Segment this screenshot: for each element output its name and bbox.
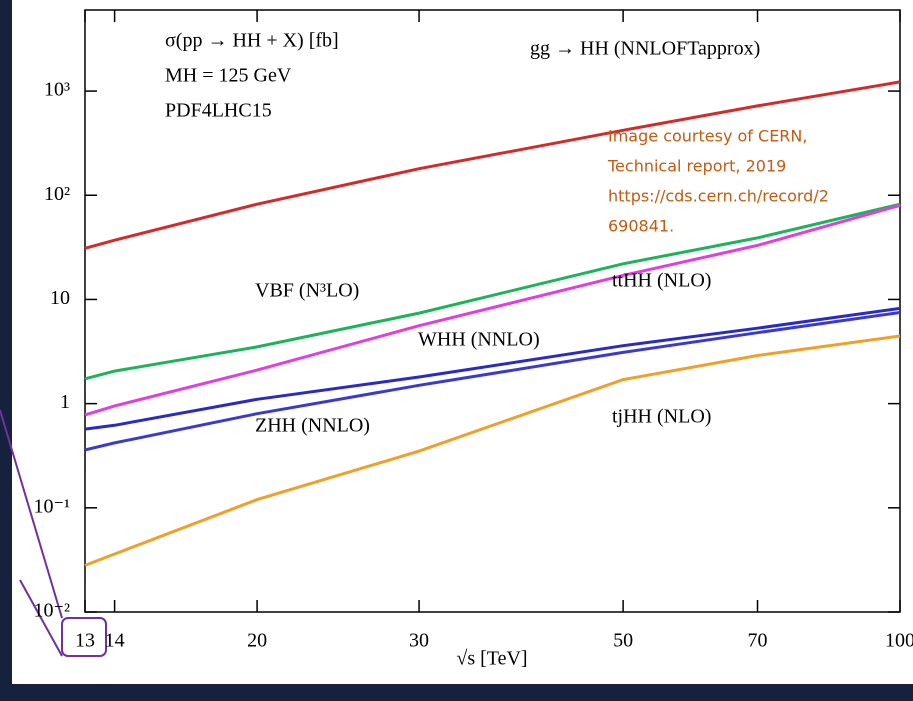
source-note: Technical report, 2019 xyxy=(607,157,786,176)
x-tick-label: 50 xyxy=(613,630,633,652)
series-label: tjHH (NLO) xyxy=(612,406,711,428)
y-tick-label: 10⁻¹ xyxy=(33,495,70,517)
annotation: MH = 125 GeV xyxy=(165,65,292,87)
y-tick-label: 10⁻² xyxy=(33,600,70,622)
highlight-box xyxy=(61,617,107,657)
x-tick-label: 30 xyxy=(409,630,429,652)
x-axis-label: √s [TeV] xyxy=(456,648,527,670)
series-line xyxy=(84,80,901,250)
x-tick-label: 100 xyxy=(885,630,913,652)
series-label: gg → HH (NNLOFTapprox) xyxy=(530,38,760,60)
annotation: PDF4LHC15 xyxy=(165,100,272,122)
source-note: 690841. xyxy=(608,217,674,236)
series-line xyxy=(84,202,901,381)
source-note: Image courtesy of CERN, xyxy=(608,127,807,146)
series-label: ttHH (NLO) xyxy=(612,270,711,292)
series-line xyxy=(84,334,901,567)
series-line xyxy=(84,203,901,417)
series-line xyxy=(84,306,901,431)
series-label: WHH (NNLO) xyxy=(418,329,540,351)
chart-background xyxy=(12,0,913,684)
y-tick-label: 10 xyxy=(50,287,70,309)
source-note: https://cds.cern.ch/record/2 xyxy=(608,187,829,206)
plot-frame xyxy=(84,9,901,613)
annotation: σ(pp → HH + X) [fb] xyxy=(165,30,339,52)
x-tick-label: 70 xyxy=(748,630,768,652)
series-line xyxy=(84,311,901,452)
highlight-line xyxy=(19,579,63,657)
series-label: ZHH (NNLO) xyxy=(255,415,370,437)
y-tick-label: 10³ xyxy=(44,79,70,101)
x-tick-label: 20 xyxy=(247,630,267,652)
x-tick-label: 14 xyxy=(105,630,125,652)
x-tick-label: 13 xyxy=(75,630,95,652)
y-tick-label: 10² xyxy=(44,183,70,205)
y-tick-label: 1 xyxy=(60,391,70,413)
series-label: VBF (N³LO) xyxy=(255,280,359,302)
highlight-line xyxy=(0,409,63,619)
